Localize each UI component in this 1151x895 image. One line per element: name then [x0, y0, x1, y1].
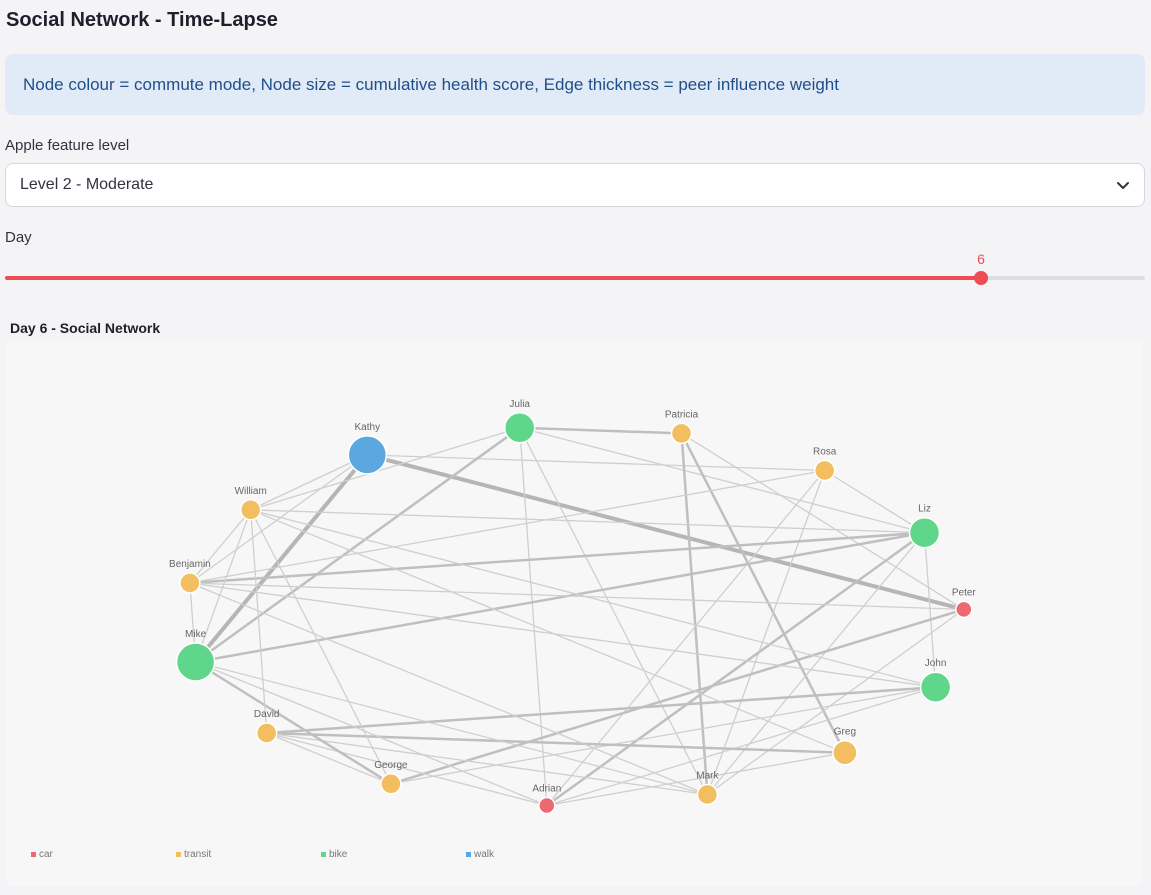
edge-rosa-mark: [706, 470, 826, 795]
edge-john-william: [250, 509, 936, 688]
node-greg[interactable]: [832, 739, 858, 766]
node-benjamin[interactable]: [179, 572, 201, 594]
network-graph: Julia Patricia Rosa Liz Peter John Greg Mark Adr…: [31, 399, 977, 860]
edge-greg-william: [250, 509, 846, 754]
node-label-mike: Mike: [185, 629, 207, 640]
edge-julia-william: [250, 427, 520, 511]
node-label-patricia: Patricia: [665, 409, 699, 420]
edge-peter-benjamin: [189, 582, 964, 611]
edge-david-george: [266, 732, 392, 785]
legend-swatch-transit: [176, 852, 181, 857]
day-slider[interactable]: 6: [5, 251, 1145, 285]
network-title: Day 6 - Social Network: [10, 320, 161, 336]
edge-john-david: [266, 685, 936, 735]
node-label-greg: Greg: [834, 727, 856, 738]
edge-mike-william: [194, 509, 252, 663]
legend-label-bike: bike: [329, 849, 348, 860]
legend-label-transit: transit: [184, 849, 211, 860]
chevron-down-icon: [1117, 182, 1129, 189]
node-john[interactable]: [919, 671, 952, 703]
edge-liz-mark: [706, 532, 926, 795]
node-rosa[interactable]: [813, 459, 836, 482]
edge-liz-mike: [195, 531, 925, 664]
node-george[interactable]: [380, 773, 402, 795]
edge-greg-adrian: [546, 752, 846, 807]
node-label-adrian: Adrian: [532, 784, 561, 795]
edge-mark-david: [266, 732, 708, 796]
node-label-benjamin: Benjamin: [169, 559, 211, 570]
edge-liz-benjamin: [189, 531, 925, 585]
edge-rosa-adrian: [546, 470, 826, 806]
node-mike[interactable]: [175, 642, 216, 682]
node-david[interactable]: [255, 722, 278, 744]
edge-kathy-benjamin: [189, 454, 368, 584]
node-label-george: George: [374, 760, 408, 771]
edge-julia-patricia: [519, 426, 682, 435]
day-slider-value: 6: [977, 251, 985, 267]
node-label-john: John: [925, 658, 947, 669]
edge-george-mike: [194, 660, 392, 785]
edge-adrian-david: [266, 732, 547, 807]
edge-adrian-mike: [195, 661, 548, 807]
edge-julia-mark: [519, 427, 708, 795]
edge-rosa-liz: [824, 469, 925, 534]
network-panel: Julia Patricia Rosa Liz Peter John Greg Mark Adr…: [7, 341, 1142, 886]
node-liz[interactable]: [908, 516, 941, 549]
node-adrian[interactable]: [538, 796, 556, 815]
edge-patricia-peter: [681, 432, 965, 610]
edge-rosa-benjamin: [189, 469, 825, 584]
node-peter[interactable]: [955, 600, 973, 619]
edge-julia-liz: [519, 427, 925, 534]
info-banner: Node colour = commute mode, Node size = …: [5, 54, 1145, 115]
edge-john-adrian: [546, 686, 936, 807]
node-label-liz: Liz: [918, 504, 931, 515]
feature-level-label: Apple feature level: [5, 137, 130, 154]
edge-benjamin-william: [189, 509, 252, 584]
edge-george-william: [250, 509, 392, 785]
node-mark[interactable]: [696, 783, 719, 806]
edge-liz-adrian: [546, 531, 926, 807]
node-kathy[interactable]: [347, 435, 388, 475]
edge-julia-mike: [194, 426, 521, 664]
edge-kathy-rosa: [367, 454, 825, 472]
edge-liz-john: [923, 532, 937, 688]
node-label-julia: Julia: [509, 399, 530, 410]
node-label-rosa: Rosa: [813, 447, 837, 458]
day-slider-thumb[interactable]: [974, 271, 988, 285]
info-banner-text: Node colour = commute mode, Node size = …: [23, 74, 839, 94]
edge-david-william: [250, 509, 268, 734]
edge-john-benjamin: [189, 582, 936, 688]
edge-patricia-mark: [680, 433, 709, 795]
edge-greg-david: [266, 731, 845, 754]
edge-peter-george: [390, 608, 965, 785]
edge-mark-benjamin: [189, 582, 708, 796]
node-patricia[interactable]: [670, 422, 693, 445]
feature-level-value: Level 2 - Moderate: [20, 176, 154, 193]
page-title: Social Network - Time-Lapse: [6, 9, 278, 31]
edge-liz-william: [250, 509, 925, 534]
legend-swatch-walk: [466, 852, 471, 857]
edge-kathy-william: [250, 454, 368, 511]
node-label-peter: Peter: [952, 587, 977, 598]
legend-swatch-bike: [321, 852, 326, 857]
day-label: Day: [5, 229, 32, 246]
edge-john-george: [390, 686, 936, 785]
node-william[interactable]: [239, 499, 262, 521]
node-label-william: William: [235, 486, 267, 497]
edge-peter-mark: [707, 608, 965, 796]
node-label-david: David: [254, 709, 280, 720]
feature-level-select[interactable]: Level 2 - Moderate: [5, 163, 1145, 207]
legend-swatch-car: [31, 852, 36, 857]
edge-patricia-greg: [680, 432, 847, 754]
node-julia[interactable]: [503, 412, 536, 444]
edge-kathy-mike: [194, 453, 369, 664]
edge-kathy-peter: [366, 452, 965, 612]
legend-label-walk: walk: [473, 849, 495, 860]
legend-label-car: car: [39, 849, 54, 860]
day-slider-fill: [5, 276, 981, 280]
edge-mark-mike: [195, 661, 708, 796]
node-label-mark: Mark: [696, 771, 719, 782]
node-label-kathy: Kathy: [355, 422, 381, 433]
